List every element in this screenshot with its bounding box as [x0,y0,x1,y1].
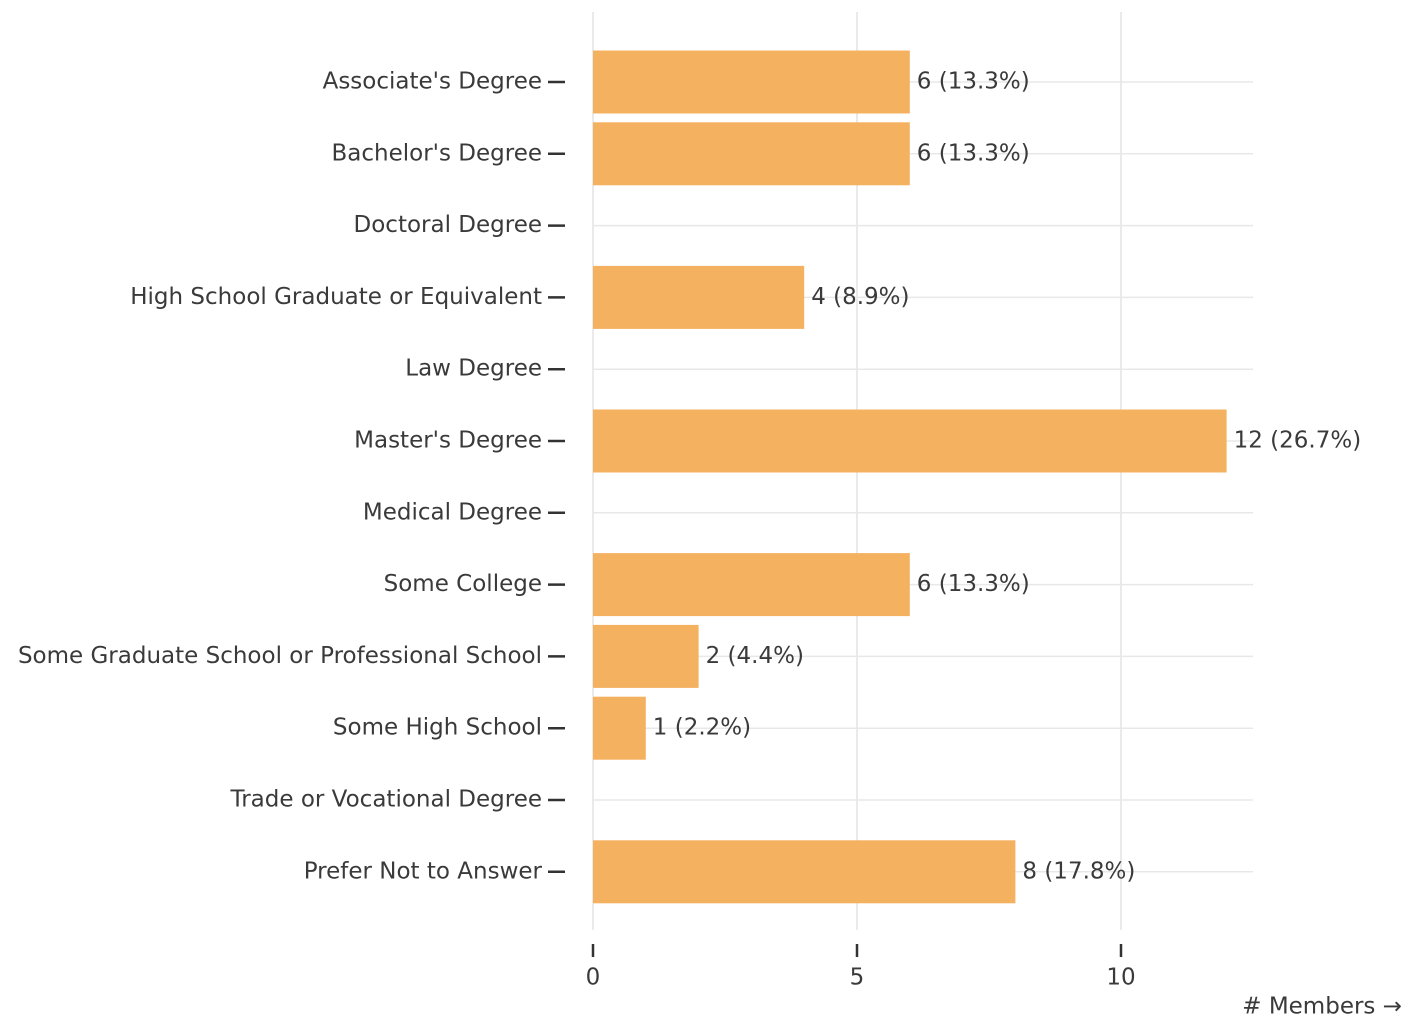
bar [593,409,1227,473]
y-tick-label: High School Graduate or Equivalent [130,284,542,310]
data-label: 1 (2.2%) [653,715,751,741]
data-label: 6 (13.3%) [917,571,1030,597]
bar [593,122,910,186]
bar [593,624,699,688]
y-tick-label: Some College [384,571,542,597]
y-tick-label: Bachelor's Degree [332,140,543,166]
y-tick-label: Master's Degree [354,428,542,454]
x-tick-label: 0 [586,965,601,991]
bar [593,50,910,114]
bar [593,553,910,617]
data-label: 8 (17.8%) [1022,858,1135,884]
y-tick-label: Some Graduate School or Professional Sch… [18,643,542,669]
bar [593,696,646,760]
y-tick-label: Some High School [333,715,542,741]
data-label: 2 (4.4%) [706,643,804,669]
x-tick-label: 10 [1106,965,1135,991]
y-tick-label: Doctoral Degree [354,212,542,238]
data-label: 6 (13.3%) [917,140,1030,166]
data-label: 4 (8.9%) [811,284,909,310]
bar [593,840,1016,904]
y-tick-label: Associate's Degree [323,69,542,95]
y-tick-label: Trade or Vocational Degree [230,787,542,813]
x-axis-label: # Members → [1242,994,1402,1020]
x-tick-label: 5 [850,965,865,991]
bar [593,265,805,329]
data-label: 6 (13.3%) [917,69,1030,95]
y-tick-label: Medical Degree [363,499,542,525]
y-tick-label: Law Degree [405,356,542,382]
data-label: 12 (26.7%) [1234,428,1362,454]
y-tick-label: Prefer Not to Answer [304,858,543,884]
